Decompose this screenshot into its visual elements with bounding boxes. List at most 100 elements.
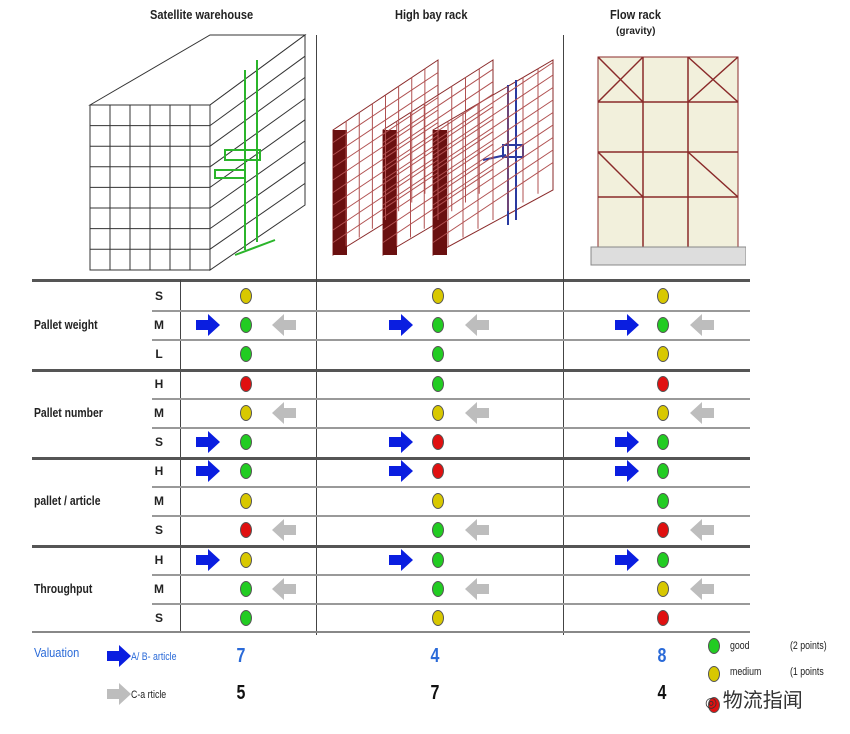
- column-title-flow-rack: Flow rack: [610, 7, 661, 22]
- blue-arrow-icon: [389, 314, 413, 336]
- red-rating-dot: [432, 434, 444, 450]
- watermark-text: 物流指闻: [722, 690, 803, 712]
- yellow-rating-dot: [240, 552, 252, 568]
- grey-arrow-icon: [690, 314, 714, 336]
- grey-arrow-icon: [272, 578, 296, 600]
- ab-score-satellite: 7: [236, 645, 246, 667]
- blue-arrow-icon: [615, 460, 639, 482]
- grey-arrow-icon: [272, 519, 296, 541]
- c-article-label: C-a rticle: [131, 689, 167, 701]
- level-label: L: [155, 347, 163, 361]
- group-divider: [32, 457, 750, 460]
- yellow-rating-dot: [657, 581, 669, 597]
- row-divider: [152, 427, 750, 429]
- column-divider: [316, 35, 317, 635]
- blue-arrow-icon: [615, 549, 639, 571]
- blue-arrow-icon: [196, 549, 220, 571]
- grey-arrow-icon: [107, 683, 131, 705]
- grey-arrow-icon: [272, 402, 296, 424]
- grey-arrow-icon: [690, 519, 714, 541]
- grey-arrow-icon: [690, 402, 714, 424]
- yellow-rating-dot: [240, 493, 252, 509]
- grey-arrow-icon: [690, 578, 714, 600]
- level-label: S: [154, 289, 163, 303]
- green-rating-dot: [657, 317, 669, 333]
- green-rating-dot: [432, 552, 444, 568]
- level-label: S: [154, 523, 163, 537]
- yellow-rating-dot: [432, 493, 444, 509]
- blue-arrow-icon: [196, 314, 220, 336]
- blue-arrow-icon: [196, 431, 220, 453]
- group-divider: [32, 545, 750, 548]
- column-subtitle-flow-rack: (gravity): [616, 26, 656, 37]
- c-score-high-bay: 7: [430, 682, 440, 704]
- yellow-rating-dot: [657, 346, 669, 362]
- legend-medium-dot: [708, 666, 720, 682]
- row-divider: [152, 574, 750, 576]
- group-label: Throughput: [34, 581, 93, 596]
- ab-score-high-bay: 4: [430, 645, 440, 667]
- blue-arrow-icon: [615, 431, 639, 453]
- red-rating-dot: [240, 522, 252, 538]
- yellow-rating-dot: [657, 405, 669, 421]
- green-rating-dot: [240, 610, 252, 626]
- column-title-high-bay: High bay rack: [395, 7, 468, 22]
- yellow-rating-dot: [240, 405, 252, 421]
- grey-arrow-icon: [465, 519, 489, 541]
- yellow-rating-dot: [657, 288, 669, 304]
- yellow-rating-dot: [432, 610, 444, 626]
- red-rating-dot: [657, 610, 669, 626]
- green-rating-dot: [240, 317, 252, 333]
- row-divider: [152, 339, 750, 341]
- green-rating-dot: [657, 434, 669, 450]
- grey-arrow-icon: [465, 402, 489, 424]
- grey-arrow-icon: [465, 314, 489, 336]
- watermark: ◎ 物流指闻: [705, 690, 803, 712]
- level-label: S: [154, 435, 163, 449]
- grey-arrow-icon: [272, 314, 296, 336]
- blue-arrow-icon: [196, 460, 220, 482]
- red-rating-dot: [657, 522, 669, 538]
- green-rating-dot: [240, 463, 252, 479]
- level-label: H: [154, 377, 164, 391]
- blue-arrow-icon: [389, 460, 413, 482]
- legend-bad-dot: [708, 697, 720, 713]
- blue-arrow-icon: [389, 431, 413, 453]
- column-divider: [180, 280, 181, 632]
- level-label: H: [154, 553, 164, 567]
- level-label: M: [154, 318, 164, 332]
- group-label: pallet / article: [34, 493, 101, 508]
- row-divider: [152, 603, 750, 605]
- red-rating-dot: [432, 463, 444, 479]
- satellite-warehouse-illustration: [88, 34, 307, 271]
- green-rating-dot: [657, 552, 669, 568]
- red-rating-dot: [240, 376, 252, 392]
- green-rating-dot: [432, 346, 444, 362]
- row-divider: [152, 486, 750, 488]
- yellow-rating-dot: [432, 405, 444, 421]
- level-label: M: [154, 582, 164, 596]
- level-label: H: [154, 464, 164, 478]
- level-label: M: [154, 406, 164, 420]
- yellow-rating-dot: [432, 288, 444, 304]
- green-rating-dot: [657, 463, 669, 479]
- ab-article-label: A/ B- article: [131, 651, 177, 663]
- green-rating-dot: [432, 376, 444, 392]
- column-divider: [563, 35, 564, 635]
- level-label: S: [154, 611, 163, 625]
- blue-arrow-icon: [107, 645, 131, 667]
- ab-score-flow-rack: 8: [657, 645, 667, 667]
- blue-arrow-icon: [389, 549, 413, 571]
- grey-arrow-icon: [465, 578, 489, 600]
- c-score-flow-rack: 4: [657, 682, 667, 704]
- flow-rack-illustration: [590, 56, 746, 266]
- row-divider: [152, 515, 750, 517]
- legend-good-points: (2 points): [790, 640, 827, 652]
- green-rating-dot: [432, 317, 444, 333]
- c-score-satellite: 5: [236, 682, 246, 704]
- green-rating-dot: [240, 434, 252, 450]
- red-rating-dot: [657, 376, 669, 392]
- yellow-rating-dot: [240, 288, 252, 304]
- green-rating-dot: [240, 581, 252, 597]
